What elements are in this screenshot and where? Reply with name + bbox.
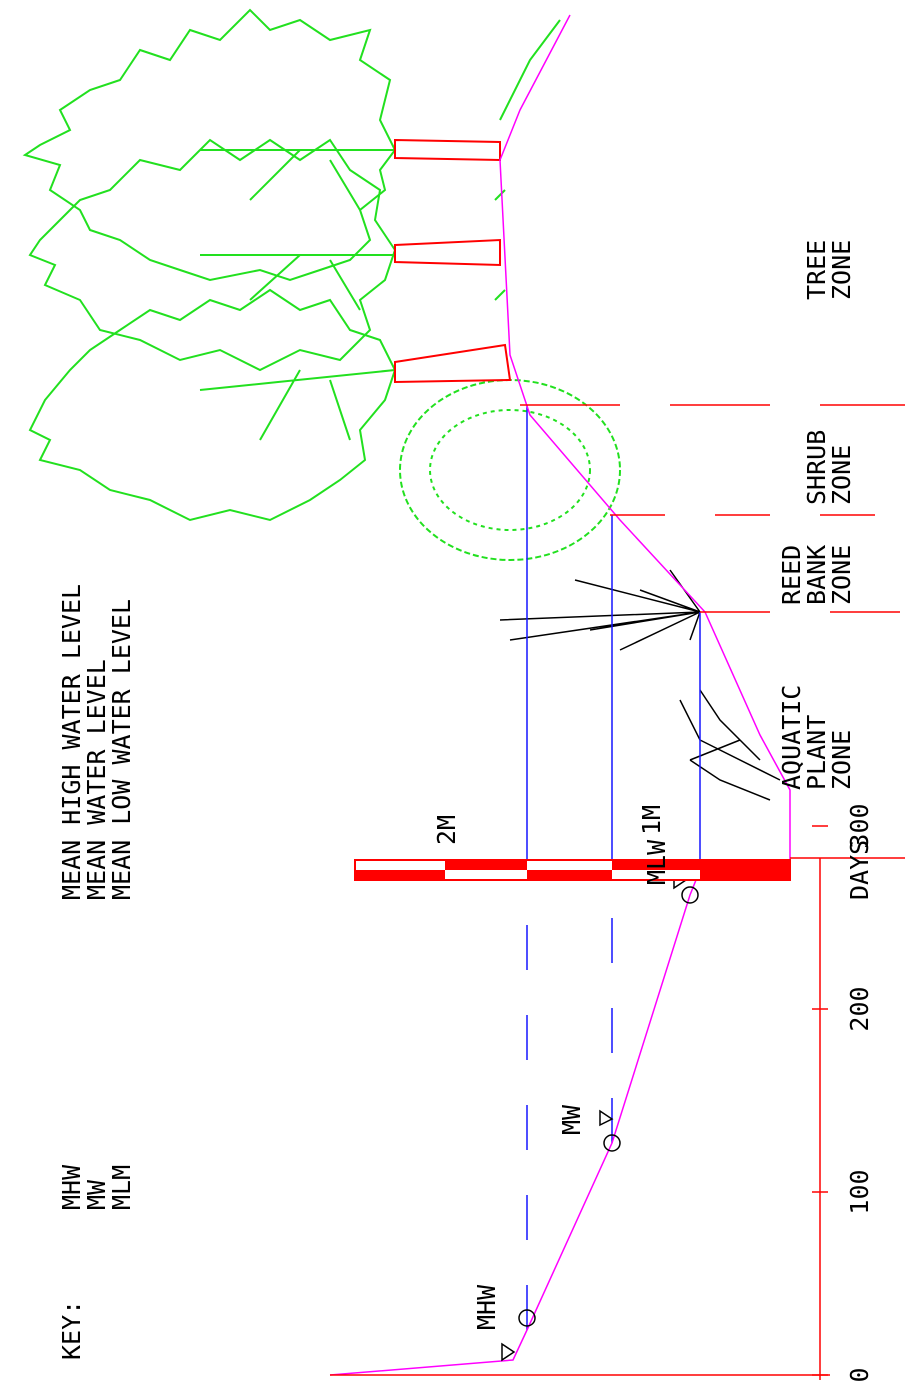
axis-tick-label: 200: [845, 986, 874, 1031]
level-label: MLW: [642, 839, 671, 885]
axis-tick-label: 100: [845, 1169, 874, 1214]
zone-label: AQUATICPLANTZONE: [777, 685, 856, 790]
zone-label: SHRUBZONE: [802, 430, 856, 505]
ground-profile: [329, 14, 791, 1376]
key-meaning: MEAN WATER LEVEL: [82, 659, 111, 900]
level-label: MHW: [472, 1284, 501, 1330]
trunks: [394, 138, 512, 384]
zone-label: TREEZONE: [802, 240, 856, 300]
gauge: [354, 859, 791, 881]
key-meaning: MEAN HIGH WATER LEVEL: [57, 584, 86, 900]
water-levels: [526, 405, 701, 1330]
gauge-label: 2M: [432, 815, 461, 845]
axis-label: DAYS: [845, 840, 874, 900]
key-title: KEY:: [57, 1300, 86, 1360]
zone-lines: [520, 404, 905, 859]
level-markers: [501, 870, 699, 1362]
key-abbr: MHW: [57, 1164, 86, 1210]
zone-label: REEDBANKZONE: [777, 545, 856, 605]
key-meaning: MEAN LOW WATER LEVEL: [107, 599, 136, 900]
axis-tick-label: 0: [845, 1367, 874, 1382]
axis-tick-label: 300: [845, 803, 874, 848]
key-abbr: MLM: [107, 1165, 136, 1210]
key-abbr: MW: [82, 1179, 111, 1210]
gauge-label: 1M: [637, 805, 666, 835]
trees: [22, 8, 621, 561]
level-label: MW: [557, 1104, 586, 1135]
